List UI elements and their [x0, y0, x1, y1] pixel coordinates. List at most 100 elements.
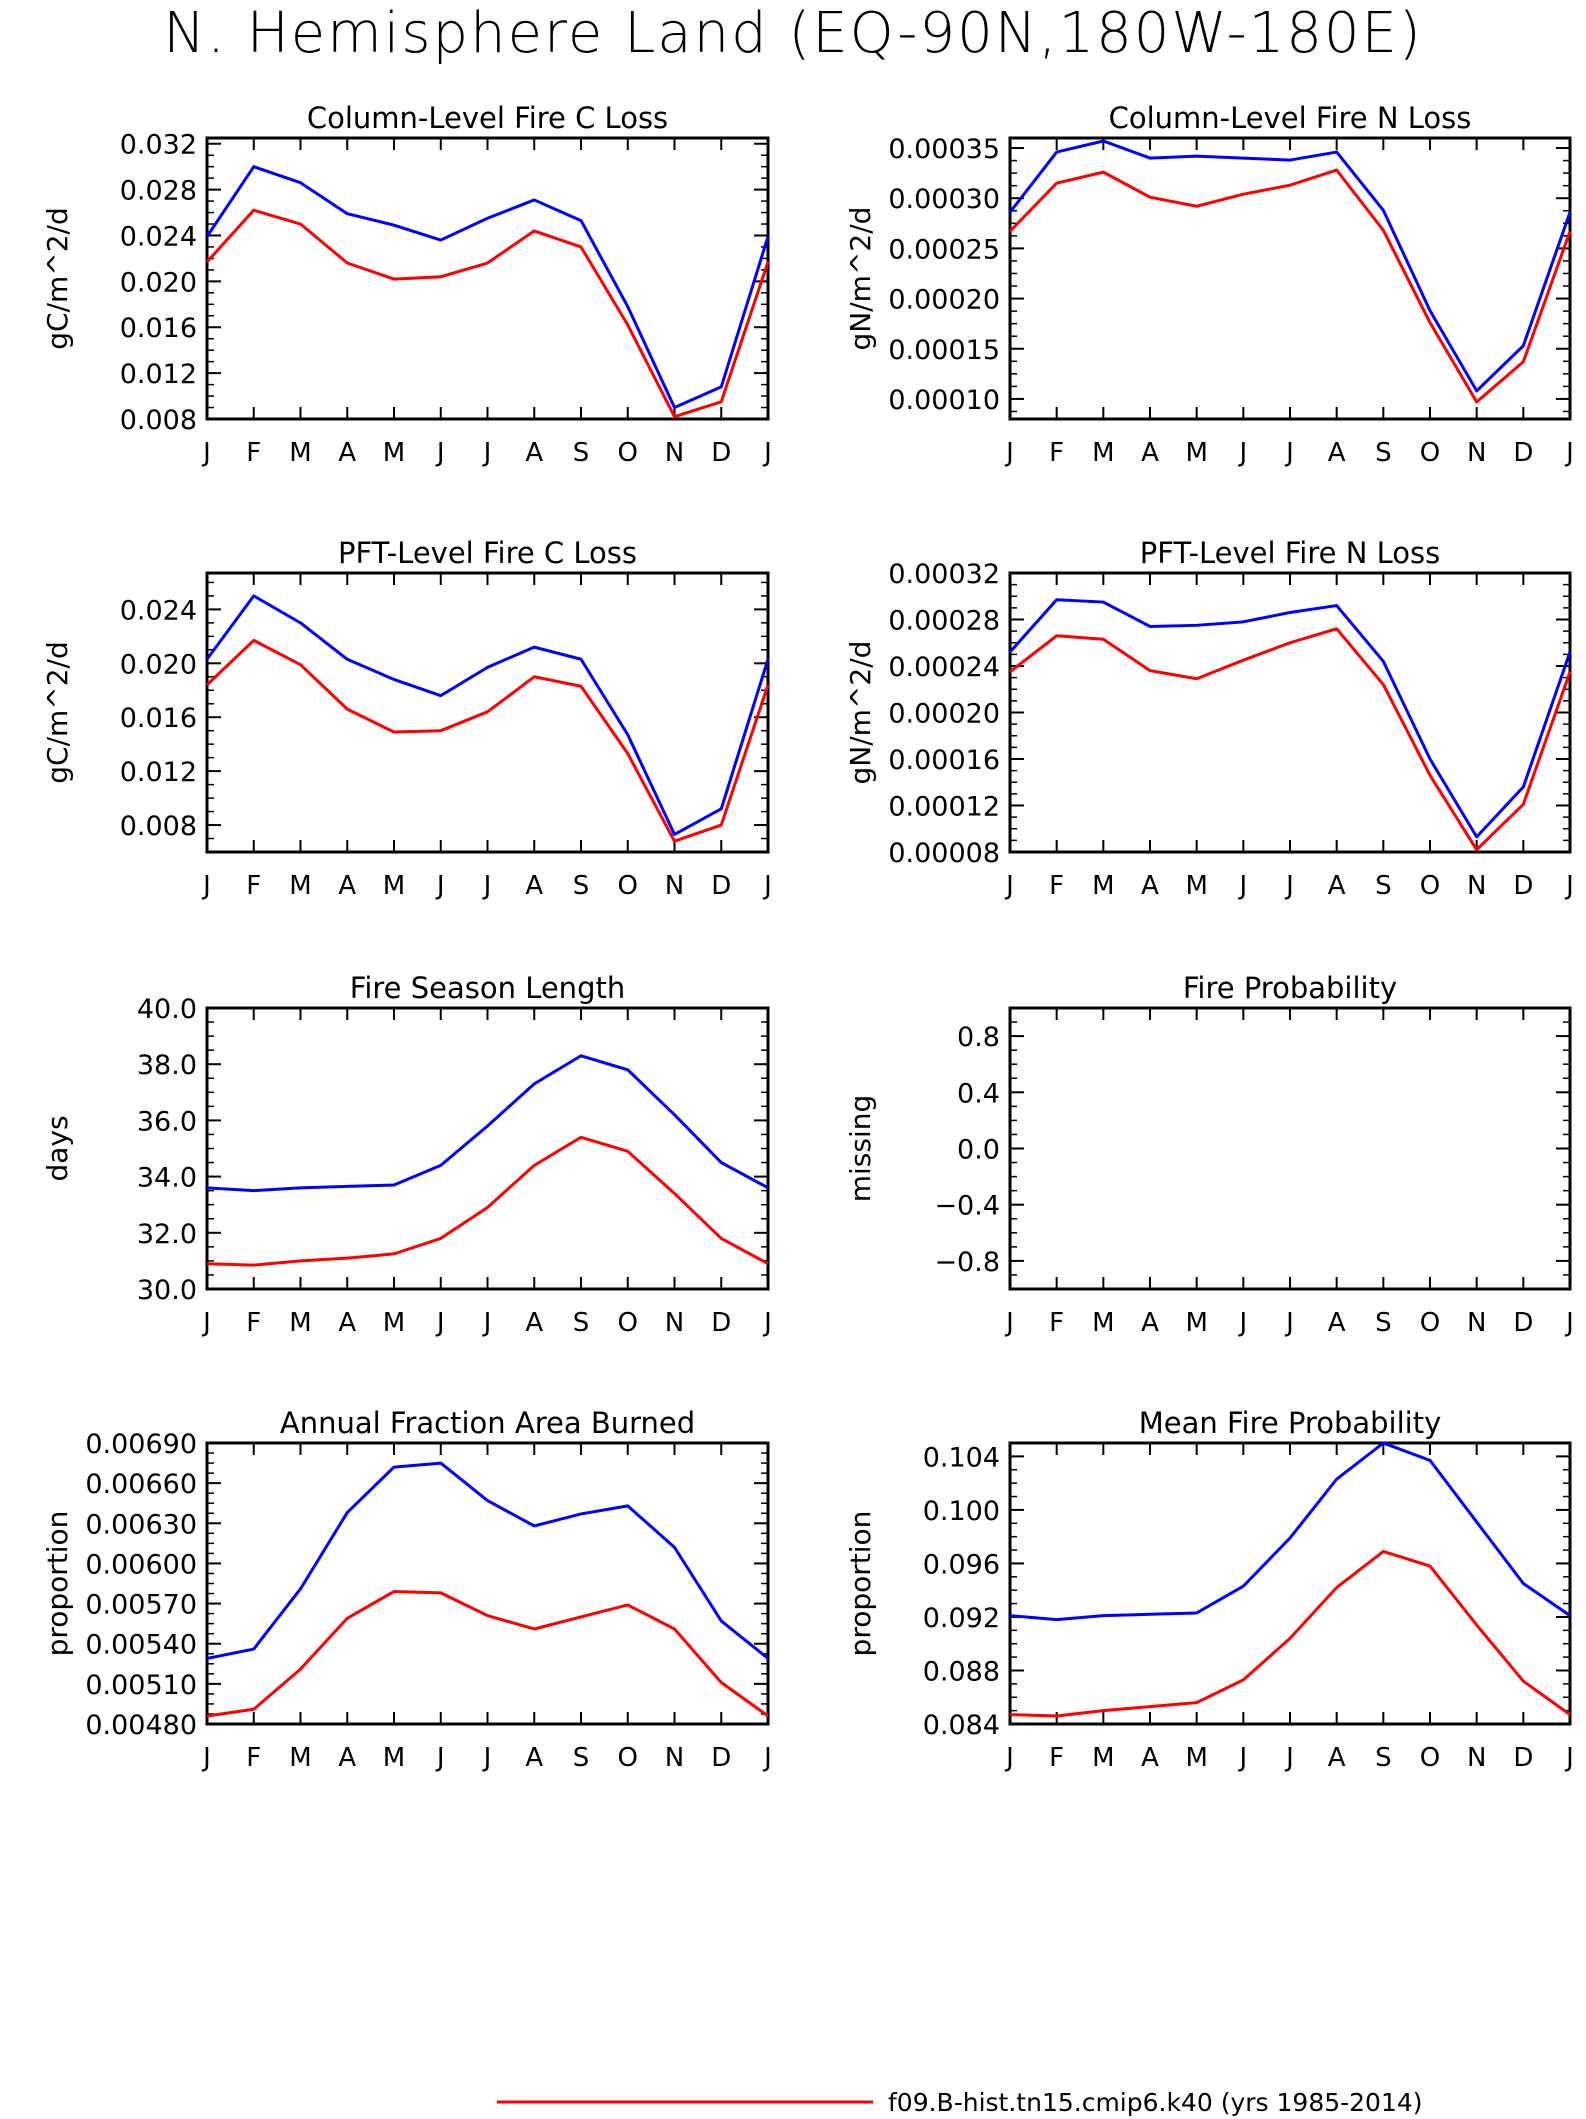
x-tick-label: J [1564, 1308, 1574, 1338]
x-tick-label: J [1284, 1308, 1294, 1338]
x-tick-label: N [1467, 871, 1486, 901]
y-tick-label: 0.096 [923, 1549, 1000, 1580]
x-tick-label: N [1467, 438, 1486, 468]
y-axis-label: missing [844, 1095, 877, 1203]
x-tick-label: M [1092, 438, 1114, 468]
x-tick-label: S [1375, 871, 1392, 901]
x-tick-label: J [435, 1308, 445, 1338]
x-tick-label: N [665, 1308, 684, 1338]
x-tick-label: O [618, 1308, 638, 1338]
x-tick-label: N [1467, 1743, 1486, 1773]
x-tick-label: M [1092, 1743, 1114, 1773]
chart-panel-4: J F M A M J J A S O N D J0.000080.000120.000160.0002… [844, 536, 1574, 901]
x-tick-label: D [1513, 1308, 1533, 1338]
series-line-1 [206, 1054, 769, 1193]
y-tick-label: 0.012 [120, 359, 197, 390]
x-tick-label: M [289, 871, 311, 901]
x-tick-label: J [1004, 871, 1014, 901]
series-line-1 [205, 594, 770, 836]
y-tick-label: 0.00020 [888, 699, 1000, 730]
x-tick-label: F [246, 871, 261, 901]
y-tick-label: 0.084 [923, 1710, 1000, 1741]
x-tick-label: J [1284, 871, 1294, 901]
chart-panel-5: J F M A M J J A S O N D J30.032.034.036.038.040.0Fir… [41, 971, 772, 1338]
x-tick-label: J [482, 1743, 492, 1773]
y-tick-label: 0.104 [923, 1442, 1000, 1473]
x-tick-label: M [383, 871, 405, 901]
y-tick-label: 0.088 [923, 1656, 1000, 1687]
y-tick-label: 0.4 [957, 1078, 1000, 1109]
plot-frame [205, 1441, 770, 1726]
x-tick-label: D [1513, 1743, 1533, 1773]
x-tick-label: J [1284, 438, 1294, 468]
y-tick-label: 0.028 [120, 176, 197, 207]
x-tick-label: M [1185, 1743, 1207, 1773]
plot-frame [1008, 136, 1572, 421]
x-tick-label: M [1185, 871, 1207, 901]
chart-title: Mean Fire Probability [1139, 1406, 1442, 1440]
x-tick-label: M [289, 1743, 311, 1773]
y-tick-label: 0.00510 [85, 1670, 197, 1701]
x-tick-label: J [201, 438, 211, 468]
x-tick-label: S [573, 1308, 590, 1338]
y-tick-label: 0.092 [923, 1603, 1000, 1634]
x-tick-label: N [1467, 1308, 1486, 1338]
x-tick-label: S [573, 871, 590, 901]
x-tick-label: D [711, 1743, 731, 1773]
y-tick-label: 0.00690 [85, 1429, 197, 1460]
x-tick-label: O [618, 1743, 638, 1773]
y-tick-label: 30.0 [137, 1275, 197, 1306]
x-tick-label: N [665, 1743, 684, 1773]
series-line-2 [1009, 627, 1572, 852]
series-line-1 [206, 1461, 769, 1660]
y-tick-label: −0.8 [934, 1247, 1000, 1278]
y-tick-label: 0.00480 [85, 1710, 197, 1741]
x-tick-label: J [1237, 871, 1247, 901]
y-tick-label: 0.016 [120, 313, 197, 344]
x-tick-label: O [1420, 871, 1440, 901]
y-tick-label: 32.0 [137, 1219, 197, 1250]
series-line-2 [206, 1590, 769, 1718]
y-tick-label: 0.00015 [888, 335, 1000, 366]
x-tick-label: J [1237, 1743, 1247, 1773]
legend-label: f09.B-hist.tn15.cmip6.k40 (yrs 1985-2014… [888, 2088, 1423, 2117]
x-tick-label: F [1049, 1743, 1064, 1773]
x-tick-label: O [1420, 438, 1440, 468]
chart-title: Column-Level Fire C Loss [307, 101, 668, 135]
x-tick-label: M [1092, 1308, 1114, 1338]
x-tick-label: D [711, 438, 731, 468]
x-tick-label: M [383, 1743, 405, 1773]
y-tick-label: 0.00660 [85, 1469, 197, 1500]
chart-panel-3: J F M A M J J A S O N D J0.0080.0120.0160.0200.024PF… [41, 536, 772, 901]
x-tick-label: S [1375, 1743, 1392, 1773]
plot-frame [1008, 1006, 1572, 1291]
series-line-2 [206, 1135, 769, 1267]
y-tick-label: 0.032 [120, 130, 197, 161]
y-tick-label: 38.0 [137, 1050, 197, 1081]
series-line-1 [205, 165, 770, 410]
x-tick-label: A [1141, 1308, 1159, 1338]
x-tick-label: J [1284, 1743, 1294, 1773]
x-tick-label: J [201, 871, 211, 901]
y-tick-label: 40.0 [137, 994, 197, 1025]
x-tick-label: F [246, 1743, 261, 1773]
series-line-2 [1008, 168, 1572, 404]
page-title: N. Hemisphere Land (EQ-90N,180W-180E) [163, 1, 1423, 66]
y-tick-label: 0.0 [957, 1135, 1000, 1166]
x-tick-label: J [1237, 438, 1247, 468]
y-tick-label: 0.8 [957, 1022, 1000, 1053]
y-tick-label: 0.00032 [888, 559, 1000, 590]
y-tick-label: 0.00020 [888, 285, 1000, 316]
x-tick-label: M [289, 1308, 311, 1338]
y-tick-label: 0.008 [120, 811, 197, 842]
chart-title: Column-Level Fire N Loss [1109, 101, 1472, 135]
x-tick-label: J [435, 871, 445, 901]
y-tick-label: 0.008 [120, 405, 197, 436]
x-tick-label: A [338, 871, 356, 901]
x-tick-label: S [1375, 1308, 1392, 1338]
plot-frame [205, 1006, 770, 1291]
x-tick-label: A [1141, 438, 1159, 468]
y-axis-label: gC/m^2/d [41, 207, 74, 350]
x-tick-label: J [762, 1743, 772, 1773]
x-tick-label: F [246, 1308, 261, 1338]
